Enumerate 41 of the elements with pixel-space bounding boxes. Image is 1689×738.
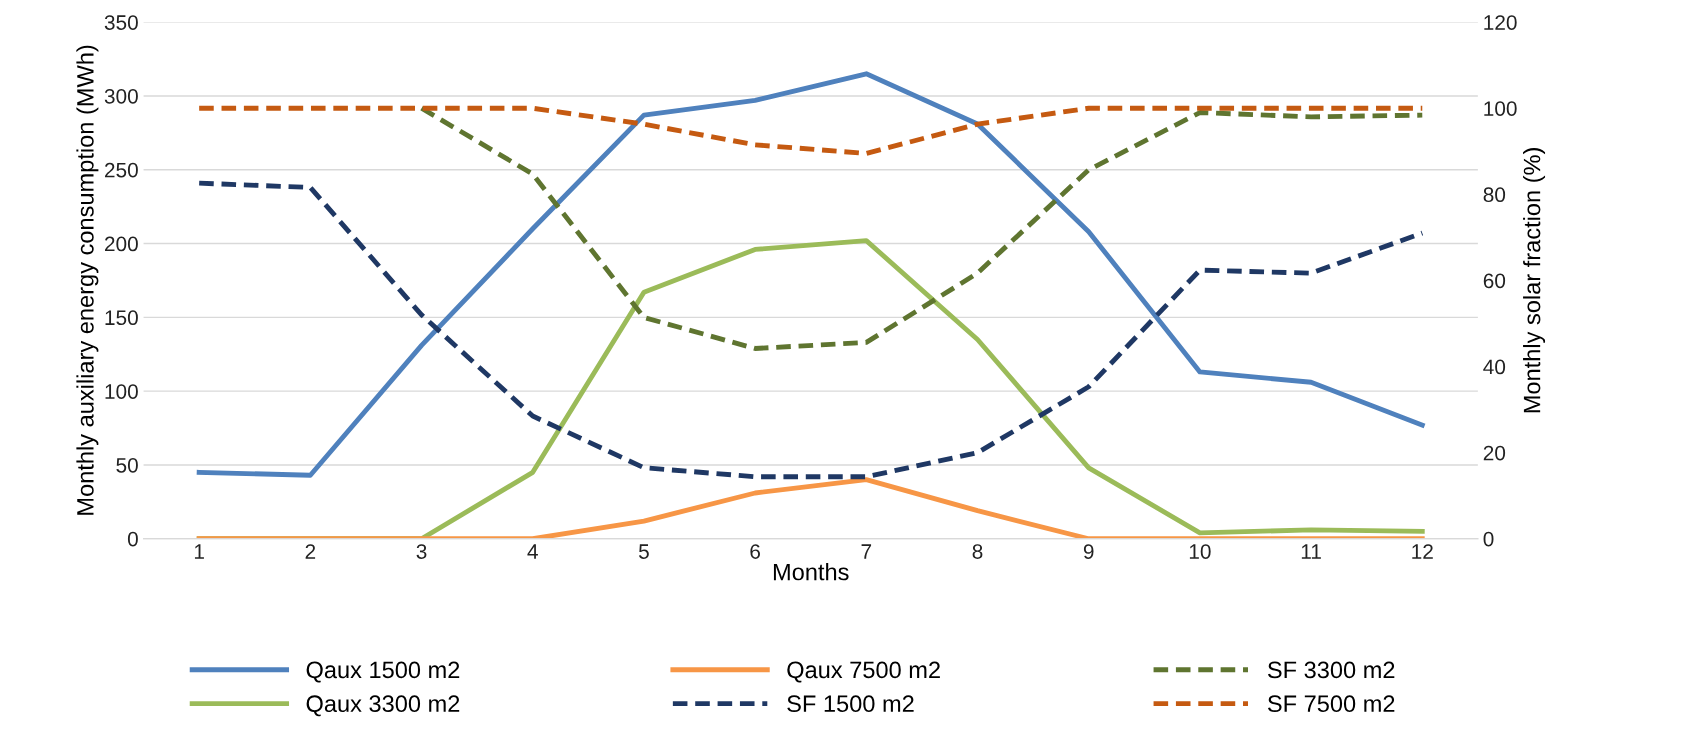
legend-label: Qaux 7500 m2 (787, 661, 940, 683)
x-tick-label: 10 (1189, 544, 1211, 559)
legend-label: Qaux 3300 m2 (306, 695, 460, 717)
line-series (196, 71, 1425, 478)
x-tick-label: 4 (527, 544, 538, 559)
legend-label: SF 3300 m2 (1267, 661, 1395, 679)
x-tick-label: 2 (305, 544, 316, 559)
y2-tick-label: 20 (1483, 445, 1506, 461)
y2-tick-label: 40 (1483, 359, 1506, 375)
x-tick-label: 3 (416, 544, 427, 559)
x-tick-label: 6 (750, 544, 760, 559)
y-tick-label: 350 (104, 15, 138, 30)
x-tick-label: 9 (1083, 544, 1094, 559)
line-series (196, 477, 1425, 539)
x-tick-label: 8 (972, 544, 983, 559)
y2-axis-title: Monthly solar fraction (%) (1523, 148, 1546, 413)
y2-tick-label: 120 (1484, 15, 1517, 30)
line-series (196, 105, 1425, 156)
y-tick-label: 150 (105, 310, 138, 326)
y-axis-title: Monthly auxiliary energy consumption (MWh) (76, 45, 99, 515)
y-tick-label: 300 (104, 88, 138, 104)
x-tick-label: 7 (861, 544, 872, 559)
y-tick-label: 50 (116, 457, 138, 473)
y2-tick-label: 0 (1483, 531, 1494, 547)
legend-label: SF 7500 m2 (1267, 695, 1395, 713)
legend-label: Qaux 1500 m2 (306, 661, 460, 683)
y2-tick-label: 60 (1483, 273, 1506, 289)
legend-label: SF 1500 m2 (787, 695, 914, 713)
x-tick-label: 12 (1412, 544, 1433, 559)
line-series (196, 180, 1425, 480)
x-tick-label: 1 (194, 544, 204, 559)
y-tick-label: 100 (105, 384, 138, 399)
x-axis-title: Months (773, 563, 849, 581)
line-series (419, 105, 1425, 351)
y-tick-label: 0 (127, 531, 138, 547)
y-tick-label: 200 (105, 236, 138, 252)
y2-tick-label: 100 (1484, 101, 1517, 116)
x-tick-label: 11 (1301, 544, 1321, 559)
x-tick-label: 5 (638, 544, 649, 559)
y-tick-label: 250 (105, 162, 138, 178)
y2-tick-label: 80 (1483, 187, 1506, 203)
